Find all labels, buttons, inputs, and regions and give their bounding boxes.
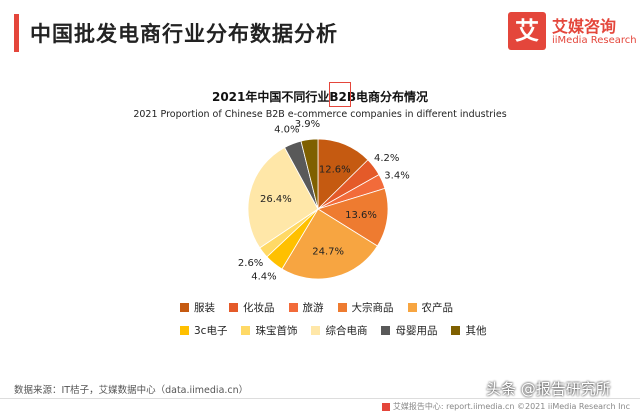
pie-data-label: 3.4%: [384, 171, 409, 182]
title-accent-bar: [14, 14, 19, 52]
legend-swatch: [381, 326, 391, 335]
legend-item: 3c电子: [180, 323, 227, 338]
legend-item: 旅游: [288, 300, 324, 315]
legend-label: 3c电子: [194, 325, 228, 337]
brand-name-cn: 艾媒咨询: [552, 17, 617, 36]
legend-label: 大宗商品: [351, 302, 394, 314]
pie-slice: [317, 187, 389, 247]
pie-data-label: 4.4%: [251, 271, 276, 282]
watermark: 头条 @报告研究所: [486, 380, 611, 398]
legend-item: 服装: [180, 300, 215, 315]
legend-label: 母婴用品: [395, 325, 438, 337]
pie-slice: [281, 208, 378, 280]
pie-data-label: 2.6%: [238, 258, 263, 269]
pie-data-label: 24.7%: [312, 247, 344, 258]
legend-label: 旅游: [302, 302, 324, 314]
legend-swatch: [407, 303, 417, 312]
pie-data-label: 12.6%: [319, 164, 351, 175]
pie-data-label: 3.9%: [295, 119, 320, 130]
pie-chart: 12.6% 4.2% 3.4% 13.6% 24.7% 4.4% 2.6% 26.4% 4.0%…: [238, 119, 410, 282]
footer-divider: [0, 398, 640, 399]
legend-item: 综合电商: [311, 323, 367, 338]
legend-label: 农产品: [421, 302, 454, 314]
legend-label: 综合电商: [325, 325, 368, 337]
pie-data-label: 13.6%: [345, 210, 377, 221]
legend-swatch: [288, 303, 298, 312]
chart-subtitle: 2021 Proportion of Chinese B2B e-commerc…: [133, 109, 507, 120]
data-source-note: 数据来源：IT桔子，艾媒数据中心（data.iimedia.cn）: [14, 385, 249, 396]
pie-data-label: 4.0%: [274, 124, 299, 135]
pie-data-label: 4.2%: [374, 153, 399, 164]
legend-swatch: [229, 303, 238, 312]
legend-item: 大宗商品: [337, 300, 394, 315]
page-title: 中国批发电商行业分布数据分析: [30, 22, 338, 46]
legend-item: 珠宝首饰: [241, 323, 297, 338]
legend-swatch: [241, 326, 251, 335]
legend-item: 农产品: [407, 300, 454, 315]
legend-row: 3c电子 珠宝首饰 综合电商 母婴用品 其他: [180, 323, 486, 338]
footer-text: 艾媒报告中心: report.iimedia.cn ©2021 iiMedia …: [392, 402, 630, 411]
chart-legend: 服装 化妆品 旅游 大宗商品 农产品 3c电子 珠宝首饰 综合电商 母婴用品 其他: [180, 300, 486, 346]
legend-row: 服装 化妆品 旅游 大宗商品 农产品: [180, 300, 480, 315]
pie-slice: [300, 138, 319, 210]
legend-label: 化妆品: [243, 302, 275, 314]
brand-logo-block: 艾 艾媒咨询 iiMedia Research: [508, 12, 637, 52]
legend-label: 服装: [194, 302, 215, 314]
pie-slice: [247, 146, 319, 249]
legend-swatch: [311, 326, 321, 335]
legend-swatch: [337, 303, 347, 312]
legend-label: 珠宝首饰: [255, 325, 298, 337]
legend-swatch: [451, 326, 461, 335]
footer-logo-icon: [381, 402, 390, 411]
legend-label: 其他: [465, 325, 487, 337]
legend-swatch: [180, 303, 189, 312]
highlight-box: [329, 82, 351, 107]
pie-data-label: 26.4%: [260, 194, 292, 205]
legend-item: 母婴用品: [381, 323, 437, 338]
footer: 艾媒报告中心: report.iimedia.cn ©2021 iiMedia …: [381, 401, 630, 412]
legend-item: 其他: [451, 323, 486, 338]
chart-title: 2021年中国不同行业B2B电商分布情况: [211, 90, 429, 104]
legend-item: 化妆品: [229, 300, 275, 315]
brand-name-en: iiMedia Research: [552, 35, 637, 46]
legend-swatch: [180, 326, 189, 335]
iimedia-logo-icon: 艾: [508, 12, 546, 50]
